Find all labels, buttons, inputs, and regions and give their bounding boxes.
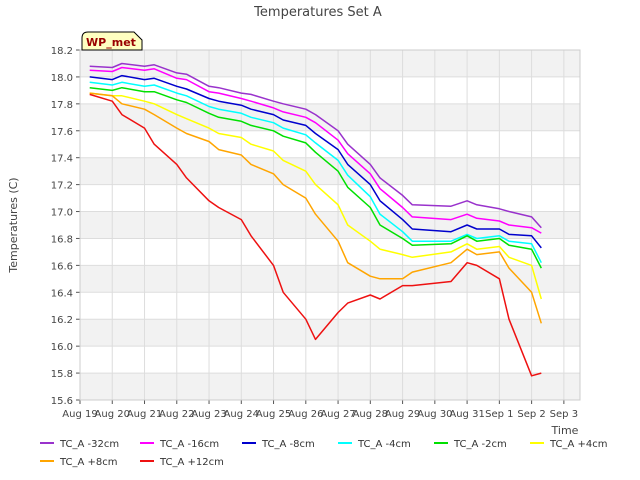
y-tick-label: 16.2 [51, 315, 73, 326]
series-line-8 [89, 93, 542, 377]
y-tick-label: 16.4 [51, 288, 73, 299]
legend-label: TC_A +12cm [159, 457, 224, 468]
y-tick-label: 17.6 [51, 127, 73, 138]
y-tick-label: 17.0 [51, 208, 73, 219]
series-line-3 [89, 74, 542, 249]
grid-band [80, 211, 580, 239]
legend-label: TC_A -2cm [453, 439, 507, 450]
x-tick-label: Aug 30 [417, 409, 452, 420]
y-tick-label: 18.0 [51, 73, 73, 84]
y-tick-label: 16.0 [51, 342, 73, 353]
legend-item: TC_A -4cm [338, 439, 411, 450]
series-line-4 [89, 81, 542, 264]
grid-lines [79, 49, 580, 401]
y-axis-label: Temperatures (C) [7, 177, 20, 273]
y-tick-label: 17.4 [51, 154, 73, 165]
y-tick-label: 16.8 [51, 234, 73, 245]
y-tick-label: 18.2 [51, 46, 73, 57]
x-tick-label: Sep 1 [485, 409, 513, 420]
legend-label: TC_A +4cm [549, 439, 608, 450]
legend-item: TC_A -8cm [242, 439, 315, 450]
legend-label: TC_A +8cm [59, 457, 118, 468]
axes: 15.6 15.8 16.0 16.2 16.4 16.6 16.8 17.0 17.2 17.4… [51, 46, 581, 420]
x-tick-label: Sep 3 [550, 409, 578, 420]
grid-band [80, 319, 580, 347]
x-tick-label: Sep 2 [517, 409, 545, 420]
series-layer [89, 62, 543, 377]
x-tick-label: Aug 19 [62, 409, 97, 420]
grid-band [80, 265, 580, 293]
legend-item: TC_A -16cm [140, 439, 219, 450]
wp-met-badge: WP_met [81, 31, 143, 51]
x-tick-label: Aug 24 [224, 409, 259, 420]
x-tick-label: Aug 28 [353, 409, 388, 420]
x-tick-label: Aug 31 [449, 409, 484, 420]
x-tick-label: Aug 29 [385, 409, 420, 420]
legend-item: TC_A -32cm [40, 439, 119, 450]
x-axis-label: Time [551, 424, 579, 437]
legend-item: TC_A -2cm [434, 439, 507, 450]
x-tick-label: Aug 25 [256, 409, 291, 420]
legend-label: TC_A -16cm [159, 439, 219, 450]
legend-item: TC_A +4cm [530, 439, 608, 450]
plot-background [80, 50, 580, 400]
x-tick-label: Aug 21 [127, 409, 162, 420]
x-tick-label: Aug 20 [95, 409, 130, 420]
series-line-5 [89, 86, 542, 269]
y-tick-label: 16.6 [51, 261, 73, 272]
legend-label: TC_A -4cm [357, 439, 411, 450]
legend-item: TC_A +12cm [140, 457, 224, 468]
y-tick-label: 15.6 [51, 396, 73, 407]
series-line-7 [89, 92, 543, 324]
grid-band [80, 50, 580, 77]
legend-item: TC_A +8cm [40, 457, 118, 468]
grid-band [80, 103, 580, 131]
y-tick-label: 17.2 [51, 181, 73, 192]
series-line-6 [89, 92, 543, 300]
grid-band [80, 157, 580, 185]
wp-met-badge-label: WP_met [86, 36, 136, 49]
x-tick-label: Aug 26 [288, 409, 323, 420]
series-line-1 [89, 62, 542, 229]
y-tick-label: 17.8 [51, 100, 73, 111]
chart-title: Temperatures Set A [253, 5, 382, 20]
legend: TC_A -32cm TC_A -16cm TC_A -8cm TC_A -4cm TC… [40, 439, 608, 468]
plot-frame [79, 49, 581, 401]
x-tick-label: Aug 27 [320, 409, 355, 420]
series-line-2 [89, 66, 542, 234]
x-tick-label: Aug 22 [159, 409, 194, 420]
legend-label: TC_A -8cm [261, 439, 315, 450]
x-tick-label: Aug 23 [191, 409, 226, 420]
y-tick-label: 15.8 [51, 369, 73, 380]
grid-band [80, 373, 580, 400]
legend-label: TC_A -32cm [59, 439, 119, 450]
